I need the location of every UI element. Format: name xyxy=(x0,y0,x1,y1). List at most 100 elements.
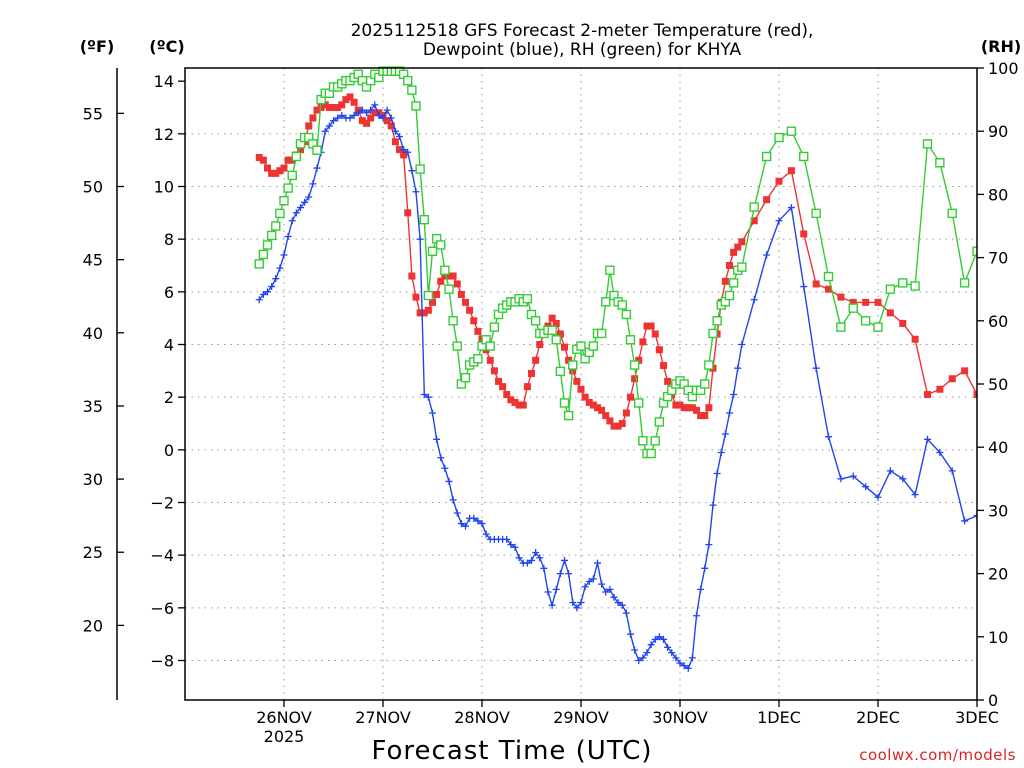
dewpoint-point xyxy=(383,106,391,114)
rh-axis-tick-label: 30 xyxy=(988,501,1008,520)
temperature-point xyxy=(457,290,465,298)
temperature-point xyxy=(536,341,544,348)
dewpoint-point xyxy=(738,341,746,348)
rh-point xyxy=(799,151,809,162)
dewpoint-point xyxy=(268,283,276,291)
dewpoint-point xyxy=(503,535,511,543)
f-axis-tick-label: 35 xyxy=(83,397,103,416)
temperature-point xyxy=(507,396,515,404)
rh-axis-tick-label: 70 xyxy=(988,249,1008,268)
dewpoint-point xyxy=(367,106,375,114)
dewpoint-point xyxy=(721,430,729,438)
temperature-point xyxy=(412,293,420,301)
rh-point xyxy=(415,164,425,174)
temperature-point xyxy=(680,404,688,412)
rh-point xyxy=(530,316,541,326)
temperature-point xyxy=(466,306,474,314)
dewpoint-point xyxy=(936,448,944,456)
temperature-point xyxy=(330,104,337,111)
temperature-point xyxy=(342,96,350,104)
dewpoint-point xyxy=(606,585,614,593)
rh-axis-tick-label: 10 xyxy=(988,628,1008,647)
x-axis-tick-label: 1DEC xyxy=(757,708,801,727)
f-axis-tick-label: 50 xyxy=(83,178,103,197)
rh-point xyxy=(761,151,772,162)
temperature-point xyxy=(787,167,795,175)
dewpoint-point xyxy=(288,217,296,225)
rh-series xyxy=(254,66,977,459)
temperature-point xyxy=(453,280,461,288)
temperature-point xyxy=(721,277,729,285)
temperature-point xyxy=(862,298,870,306)
dewpoint-point xyxy=(420,391,428,399)
dewpoint-point xyxy=(429,409,436,417)
dewpoint-point xyxy=(297,204,304,212)
rh-axis-tick-label: 50 xyxy=(988,375,1008,394)
rh-point xyxy=(728,278,739,288)
dewpoint-point xyxy=(462,522,469,530)
rh-point xyxy=(708,328,718,339)
dewpoint-point xyxy=(730,391,738,399)
dewpoint-point xyxy=(507,541,515,549)
temperature-point xyxy=(416,309,424,317)
f-axis-tick-label: 55 xyxy=(83,104,103,123)
rh-point xyxy=(959,278,970,288)
temperature-point xyxy=(556,330,564,338)
dewpoint-point xyxy=(573,604,581,612)
temperature-point xyxy=(606,417,614,425)
temperature-point xyxy=(272,169,280,177)
dewpoint-point xyxy=(358,106,366,114)
temperature-point xyxy=(598,406,606,414)
rh-axis-tick-label: 60 xyxy=(988,312,1008,331)
x-axis-label: Forecast Time (UTC) xyxy=(371,736,652,766)
temperature-point xyxy=(255,154,263,162)
dewpoint-point xyxy=(396,132,403,140)
dewpoint-point xyxy=(284,233,292,241)
dewpoint-point xyxy=(330,117,337,125)
dewpoint-point xyxy=(577,599,585,607)
temperature-point xyxy=(280,164,288,172)
rh-point xyxy=(621,309,632,320)
temperature-point xyxy=(429,298,436,306)
rh-point xyxy=(460,372,471,383)
temperature-point xyxy=(470,317,478,325)
rh-point xyxy=(489,322,500,332)
temperature-point xyxy=(552,319,560,327)
temperature-point xyxy=(643,322,651,330)
dewpoint-point xyxy=(334,114,342,122)
dewpoint-point xyxy=(849,472,857,480)
temperature-point xyxy=(726,262,733,269)
rh-point xyxy=(848,303,858,313)
f-axis-tick-label: 25 xyxy=(83,543,103,562)
temperature-point xyxy=(396,146,403,154)
dewpoint-point xyxy=(651,635,659,643)
f-axis-tick-label: 30 xyxy=(83,470,103,489)
temperature-point xyxy=(445,272,453,280)
dewpoint-point xyxy=(441,464,449,472)
dewpoint-point xyxy=(338,111,346,119)
dewpoint-point xyxy=(292,209,300,217)
rh-point xyxy=(563,410,574,421)
dewpoint-point xyxy=(371,101,379,109)
dewpoint-point xyxy=(726,409,733,417)
temperature-point xyxy=(825,285,832,293)
dewpoint-point xyxy=(515,554,523,562)
temperature-point xyxy=(936,385,944,393)
c-axis-tick-label: 14 xyxy=(154,72,174,91)
dewpoint-point xyxy=(886,467,894,475)
temperature-point xyxy=(503,391,511,399)
x-axis-tick-label: 2DEC xyxy=(856,708,900,727)
dewpoint-point xyxy=(668,649,676,657)
dewpoint-point xyxy=(688,654,696,662)
rh-point xyxy=(749,202,759,212)
dewpoint-point xyxy=(528,556,535,564)
rh-point xyxy=(588,341,599,351)
dewpoint-point xyxy=(433,435,441,443)
dewpoint-point xyxy=(589,575,597,583)
dewpoint-point xyxy=(627,630,634,638)
temperature-point xyxy=(387,122,395,130)
temperature-point xyxy=(688,404,696,412)
dewpoint-point xyxy=(412,188,420,196)
